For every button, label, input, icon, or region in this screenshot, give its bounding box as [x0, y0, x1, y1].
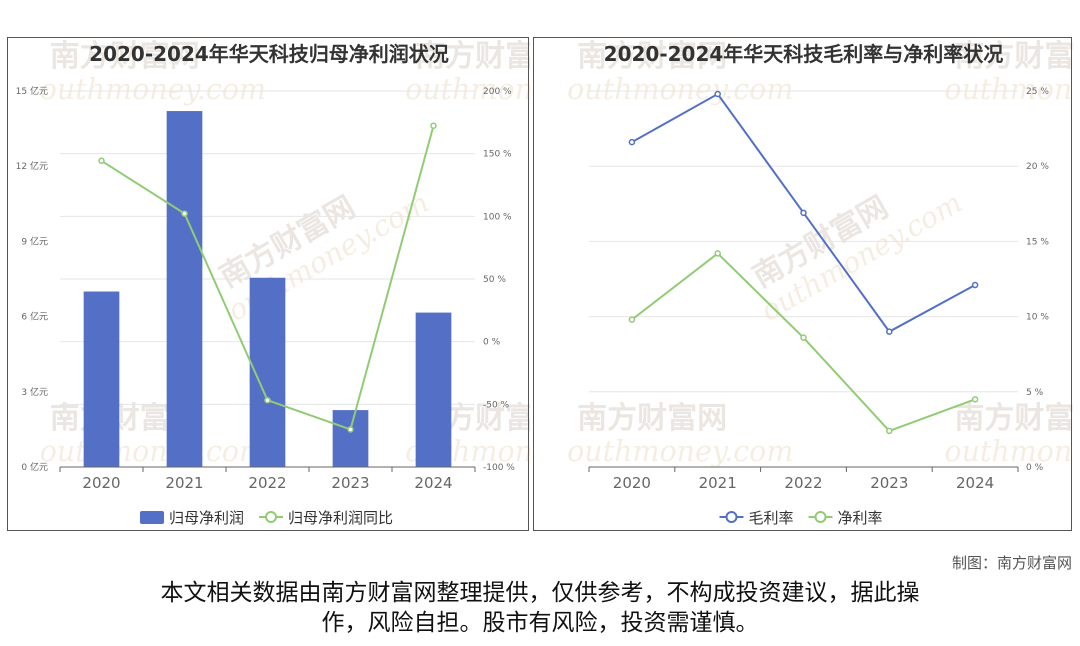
legend-swatch-point [265, 511, 277, 523]
right-axis-tick-label: 15 % [1026, 237, 1049, 247]
bar [166, 111, 203, 467]
watermark-en: outhmoney.com [944, 435, 1073, 468]
margin-chart-panel: 南方财富网outhmoney.com南方财富网outhmoney.com南方财富… [533, 37, 1073, 531]
line-point [430, 122, 437, 129]
right-axis-tick-label: 200 % [483, 87, 512, 97]
x-axis-tick-label: 2020 [82, 474, 120, 492]
line-point [971, 281, 979, 289]
legend-swatch-point [725, 511, 738, 523]
right-axis-tick-label: 150 % [483, 150, 512, 160]
margin-chart: 南方财富网outhmoney.com南方财富网outhmoney.com南方财富… [567, 39, 1073, 527]
right-axis-tick-label: -100 % [483, 463, 515, 473]
x-axis-tick-label: 2020 [613, 474, 651, 492]
chart-credit: 制图：南方财富网 [951, 554, 1072, 572]
watermark-en: outhmoney.com [567, 435, 793, 468]
watermark-en: outhmoney.com [405, 73, 530, 106]
bar [415, 312, 452, 467]
watermark-cn: 南方财富网 [954, 39, 1073, 74]
x-axis-tick-label: 2021 [699, 474, 737, 492]
x-axis-tick-label: 2021 [165, 474, 203, 492]
line-point [800, 334, 807, 341]
line-point [886, 427, 893, 435]
bar [332, 410, 369, 467]
left-axis-tick-label: 3 亿元 [21, 386, 48, 398]
right-axis-tick-label: 5 % [1026, 388, 1044, 398]
line-point [347, 426, 354, 433]
x-axis-tick-label: 2024 [956, 474, 994, 492]
disclaimer-line-1: 本文相关数据由南方财富网整理提供，仅供参考，不构成投资建议，据此操 [160, 580, 920, 606]
right-axis-tick-label: 20 % [1026, 162, 1049, 172]
x-axis-tick-label: 2023 [870, 474, 908, 492]
legend-label: 毛利率 [749, 509, 794, 527]
right-axis-tick-label: 50 % [483, 275, 506, 285]
line-point [886, 328, 893, 335]
left-axis-tick-label: 9 亿元 [21, 235, 48, 247]
legend-label: 净利率 [838, 509, 883, 527]
x-axis-tick-label: 2023 [331, 474, 369, 492]
left-axis-tick-label: 15 亿元 [16, 85, 48, 97]
right-axis-tick-label: 0 % [1026, 463, 1044, 473]
line-point [181, 210, 188, 217]
line-point [800, 209, 807, 217]
right-axis-tick-label: -50 % [483, 400, 510, 410]
left-axis-tick-label: 12 亿元 [16, 160, 48, 172]
profit-chart-panel: 南方财富网outhmoney.com南方财富网outhmoney.com南方财富… [7, 37, 530, 531]
net-profit-chart: 南方财富网outhmoney.com南方财富网outhmoney.com南方财富… [16, 39, 530, 527]
left-axis-tick-label: 0 亿元 [21, 461, 48, 473]
chart-title: 2020-2024年华天科技毛利率与净利率状况 [604, 42, 1004, 66]
x-axis-tick-label: 2022 [784, 474, 822, 492]
line-point [264, 396, 271, 404]
right-axis-tick-label: 10 % [1026, 313, 1049, 323]
watermark-cn: 南方财富网 [50, 39, 200, 74]
legend-swatch-point [814, 511, 827, 523]
disclaimer: 本文相关数据由南方财富网整理提供，仅供参考，不构成投资建议，据此操 作，风险自担… [40, 578, 1040, 638]
watermark-cn: 南方财富网 [577, 401, 727, 436]
line-point [714, 250, 721, 257]
watermark-cn: 南方财富网 [577, 39, 727, 74]
chart-title: 2020-2024年华天科技归母净利润状况 [89, 42, 449, 66]
watermark-en: outhmoney.com [944, 73, 1073, 106]
watermark-en: outhmoney.com [567, 73, 793, 106]
disclaimer-line-2: 作，风险自担。股市有风险，投资需谨慎。 [321, 610, 759, 636]
right-axis-tick-label: 100 % [483, 212, 512, 222]
right-axis-tick-label: 0 % [483, 338, 501, 348]
right-axis-tick-label: 25 % [1026, 87, 1049, 97]
watermark-cn: 南方财富网 [415, 39, 530, 74]
watermark-en: outhmoney.com [40, 435, 266, 468]
legend-swatch-bar [140, 511, 164, 524]
left-axis-tick-label: 6 亿元 [21, 311, 48, 323]
bar [83, 291, 120, 467]
line-point [628, 316, 636, 323]
legend-label: 归母净利润同比 [288, 509, 393, 527]
line-point [714, 90, 721, 98]
line-point [971, 396, 979, 403]
legend-label: 归母净利润 [169, 509, 244, 527]
line-point [98, 157, 105, 165]
x-axis-tick-label: 2022 [248, 474, 286, 492]
x-axis-tick-label: 2024 [414, 474, 452, 492]
line-point [628, 138, 636, 146]
watermark-en: outhmoney.com [40, 73, 266, 106]
watermark-cn: 南方财富网 [954, 401, 1073, 436]
